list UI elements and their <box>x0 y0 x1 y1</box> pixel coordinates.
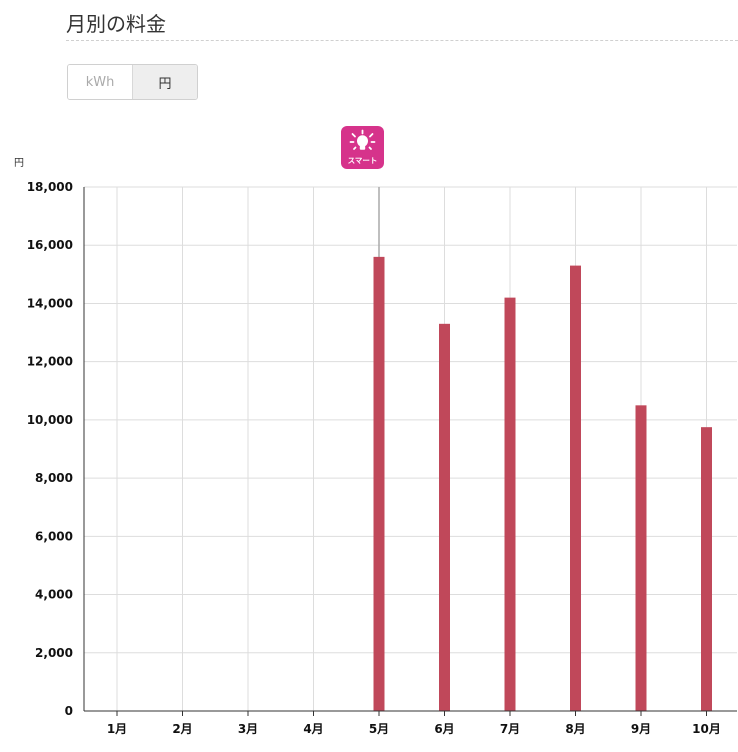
axis-layer <box>83 187 737 716</box>
label-layer: 0 2,000 4,000 6,000 8,000 10,000 12,000 14,000 1… <box>27 180 721 736</box>
x-tick-label: 2月 <box>172 722 192 736</box>
y-tick-label: 12,000 <box>27 355 73 369</box>
x-tick-label: 7月 <box>500 722 520 736</box>
y-tick-label: 10,000 <box>27 413 73 427</box>
page-title: 月別の料金 <box>66 12 166 36</box>
x-tick-label: 8月 <box>565 722 585 736</box>
bar-7月[interactable] <box>504 297 516 711</box>
y-tick-label: 2,000 <box>35 646 73 660</box>
bar-9月[interactable] <box>635 405 647 711</box>
smart-badge[interactable]: スマート <box>341 126 384 169</box>
y-tick-label: 0 <box>65 704 73 718</box>
x-tick-label: 1月 <box>107 722 127 736</box>
bar-layer <box>373 256 712 711</box>
bar-8月[interactable] <box>570 265 581 711</box>
y-axis-unit-label: 円 <box>14 158 24 169</box>
smart-badge-label: スマート <box>348 156 378 165</box>
bar-6月[interactable] <box>439 323 450 711</box>
x-tick-label: 4月 <box>303 722 323 736</box>
bar-5月[interactable] <box>373 256 385 711</box>
x-tick-label: 5月 <box>369 722 389 736</box>
y-tick-label: 8,000 <box>35 471 73 485</box>
y-tick-label: 6,000 <box>35 529 73 543</box>
y-tick-label: 18,000 <box>27 180 73 194</box>
x-tick-label: 3月 <box>238 722 258 736</box>
y-tick-label: 14,000 <box>27 296 73 310</box>
y-tick-label: 16,000 <box>27 238 73 252</box>
y-tick-label: 4,000 <box>35 588 73 602</box>
unit-toggle: kWh 円 <box>67 64 198 100</box>
x-tick-label: 6月 <box>434 722 454 736</box>
x-tick-label: 10月 <box>692 722 721 736</box>
lightbulb-icon <box>349 129 376 150</box>
x-tick-label: 9月 <box>631 722 651 736</box>
bar-10月[interactable] <box>701 427 712 711</box>
title-divider <box>66 40 738 41</box>
toggle-kwh-button[interactable]: kWh <box>68 65 132 99</box>
toggle-yen-button[interactable]: 円 <box>132 65 197 99</box>
